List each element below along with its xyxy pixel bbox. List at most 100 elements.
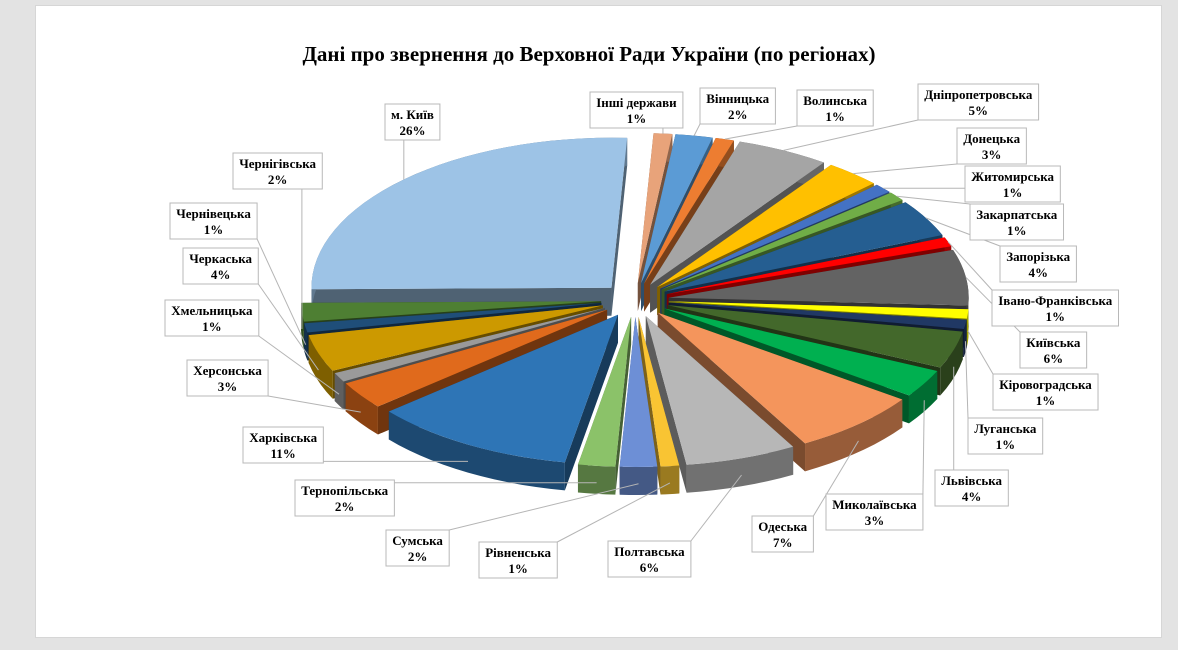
data-label-percent: 1% xyxy=(1003,185,1023,200)
data-label-box xyxy=(384,103,441,141)
data-label-name: Волинська xyxy=(803,93,867,108)
data-label-name: Рівненська xyxy=(485,545,551,560)
data-label-name: Вінницька xyxy=(706,91,769,106)
data-label-name: Чернівецька xyxy=(176,206,251,221)
data-label-percent: 1% xyxy=(1046,309,1066,324)
slice-25 xyxy=(311,137,628,318)
data-label-name: Закарпатська xyxy=(976,207,1058,222)
data-label-percent: 2% xyxy=(268,172,288,187)
data-label-name: Київська xyxy=(1026,335,1081,350)
data-label-percent: 4% xyxy=(1028,265,1048,280)
slice-18 xyxy=(577,316,632,495)
data-label-name: Тернопільська xyxy=(301,483,388,498)
leader-line xyxy=(690,474,742,542)
data-label-percent: 4% xyxy=(962,489,982,504)
data-label-box xyxy=(607,540,692,578)
data-label-name: Полтавська xyxy=(614,544,685,559)
data-label-percent: 26% xyxy=(399,123,425,138)
leader-line xyxy=(783,119,919,151)
leader-line xyxy=(724,125,798,140)
data-label-name: м. Київ xyxy=(391,107,434,122)
data-label-percent: 2% xyxy=(408,549,428,564)
data-label-box xyxy=(969,203,1065,241)
data-label-percent: 3% xyxy=(865,513,885,528)
data-label-box xyxy=(934,469,1009,507)
data-label-percent: 1% xyxy=(1007,223,1027,238)
data-label-name: Одеська xyxy=(758,519,807,534)
data-label-name: Донецька xyxy=(963,131,1020,146)
data-label-name: Івано-Франківська xyxy=(998,293,1113,308)
data-label-box xyxy=(182,247,259,285)
data-label-percent: 1% xyxy=(825,109,845,124)
data-label-name: Житомирська xyxy=(971,169,1054,184)
data-label-box xyxy=(956,127,1027,165)
data-label-percent: 11% xyxy=(271,446,296,461)
leader-line xyxy=(967,330,994,375)
data-label-percent: 7% xyxy=(773,535,793,550)
data-label-name: Черкаська xyxy=(189,251,252,266)
leader-line xyxy=(557,482,671,543)
data-label-box xyxy=(186,359,269,397)
data-label-percent: 6% xyxy=(640,560,660,575)
leader-line xyxy=(693,123,701,136)
slice-19 xyxy=(388,314,618,491)
data-label-box xyxy=(992,373,1099,411)
data-label-percent: 2% xyxy=(335,499,355,514)
data-label-name: Запорізька xyxy=(1006,249,1070,264)
data-label-box xyxy=(169,202,258,240)
data-label-percent: 1% xyxy=(627,111,647,126)
data-label-box xyxy=(991,289,1120,327)
leader-line xyxy=(257,283,319,371)
data-label-percent: 6% xyxy=(1044,351,1064,366)
data-label-box xyxy=(1019,331,1088,369)
data-label-name: Хмельницька xyxy=(171,303,253,318)
data-label-box xyxy=(967,417,1044,455)
data-label-box xyxy=(917,83,1040,121)
data-label-name: Інші держави xyxy=(596,95,677,110)
data-label-name: Чернігівська xyxy=(239,156,316,171)
leader-line xyxy=(925,217,1001,247)
data-label-percent: 2% xyxy=(728,107,748,122)
slice-15 xyxy=(645,316,794,493)
data-label-box xyxy=(964,165,1061,203)
data-label-percent: 4% xyxy=(211,267,231,282)
data-label-percent: 1% xyxy=(202,319,222,334)
data-label-name: Миколаївська xyxy=(832,497,917,512)
data-label-box xyxy=(164,299,260,337)
data-label-percent: 1% xyxy=(996,437,1016,452)
chart-title: Дані про звернення до Верховної Ради Укр… xyxy=(302,42,876,66)
leader-line xyxy=(258,335,340,395)
data-label-percent: 1% xyxy=(508,561,528,576)
leader-line xyxy=(947,241,993,291)
data-label-name: Львівська xyxy=(941,473,1002,488)
leader-line xyxy=(268,395,361,413)
data-label-name: Луганська xyxy=(974,421,1037,436)
data-label-box xyxy=(232,152,323,190)
leader-line xyxy=(812,440,859,517)
data-label-percent: 3% xyxy=(218,379,238,394)
slice-16 xyxy=(638,316,680,495)
leader-line xyxy=(256,238,307,345)
data-label-name: Харківська xyxy=(249,430,317,445)
data-label-box xyxy=(699,87,776,125)
data-label-percent: 1% xyxy=(204,222,224,237)
